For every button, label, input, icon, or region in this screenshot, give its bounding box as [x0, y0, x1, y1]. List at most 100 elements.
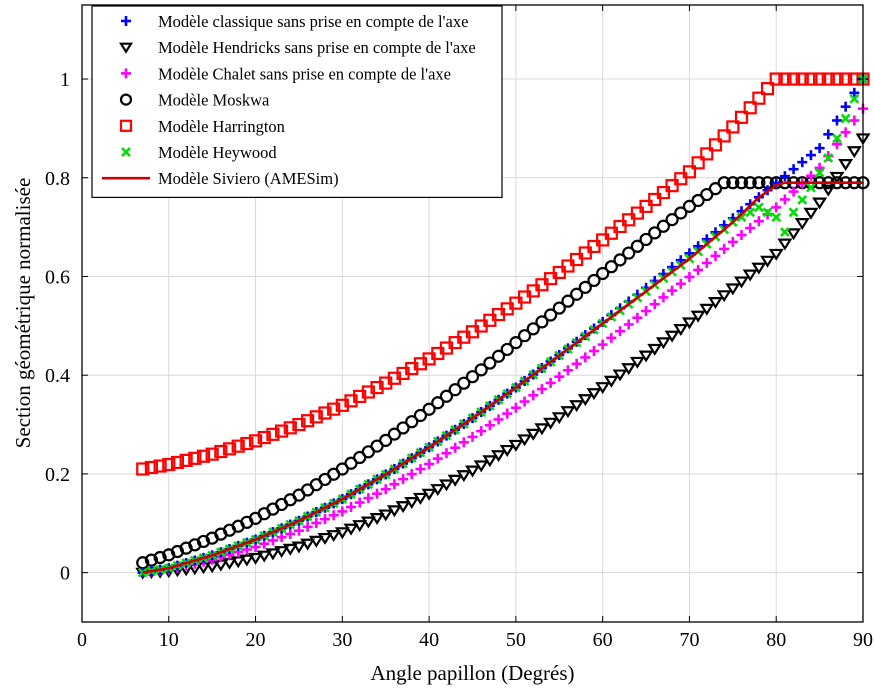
legend-marker [121, 68, 131, 79]
data-point [684, 248, 695, 259]
data-point [682, 199, 697, 213]
data-point [838, 158, 854, 171]
data-point [674, 206, 688, 220]
data-point [794, 218, 810, 230]
data-point [726, 176, 740, 190]
data-point [849, 87, 860, 98]
data-point [743, 101, 757, 115]
data-point [415, 464, 426, 475]
data-point [413, 408, 428, 423]
data-point [613, 219, 627, 234]
data-point [778, 72, 792, 86]
data-point [292, 417, 306, 432]
data-point [230, 556, 246, 569]
data-point [276, 532, 287, 543]
data-point [363, 493, 374, 504]
data-point [448, 383, 462, 397]
data-point [674, 172, 688, 186]
data-point [580, 352, 591, 363]
data-point [768, 248, 784, 261]
y-tick-label: 1 [60, 69, 70, 91]
data-point [372, 488, 383, 499]
data-point [561, 294, 575, 308]
data-point [681, 317, 697, 330]
x-tick-label: 20 [246, 629, 266, 651]
data-point [675, 278, 686, 289]
data-point [510, 402, 521, 413]
data-point [517, 329, 532, 343]
data-point [786, 228, 802, 241]
data-point [632, 312, 643, 323]
series-4 [136, 72, 870, 476]
series-6 [142, 181, 863, 574]
y-tick-label: 0.4 [45, 365, 70, 387]
data-point [813, 72, 827, 86]
data-point [665, 179, 679, 193]
legend-entry: Modèle Moskwa [119, 91, 270, 110]
data-point [603, 375, 619, 388]
data-point [484, 420, 495, 431]
data-point [526, 322, 540, 336]
data-point [830, 72, 844, 86]
data-point [491, 349, 506, 363]
data-point [552, 301, 566, 315]
x-tick-label: 60 [593, 629, 613, 651]
axes: 0 10 20 30 40 50 60 70 80 90 0 0.2 0.4 0.6 0.8 1 [45, 5, 873, 651]
data-point [638, 350, 654, 363]
data-point [282, 543, 298, 556]
data-point [240, 436, 254, 451]
data-point [300, 538, 316, 551]
data-point [519, 396, 530, 407]
data-point [821, 72, 835, 86]
data-point [502, 408, 513, 419]
data-point [630, 239, 644, 253]
data-point [405, 415, 419, 429]
data-point [814, 143, 825, 154]
data-point [595, 382, 611, 395]
data-point [317, 532, 333, 545]
data-point [439, 389, 454, 403]
data-point [222, 442, 237, 456]
data-point [639, 232, 653, 247]
data-point [797, 195, 808, 205]
data-point [499, 444, 515, 457]
data-point [777, 238, 793, 251]
data-point [360, 516, 376, 529]
data-point [700, 187, 714, 202]
data-point [753, 216, 764, 227]
data-point [380, 484, 391, 495]
data-point [606, 332, 617, 343]
legend-label: Modèle Heywood [158, 143, 277, 162]
data-point [622, 246, 636, 260]
data-point [179, 453, 193, 467]
data-point [447, 474, 463, 487]
data-point [458, 437, 469, 448]
data-point [465, 465, 480, 478]
x-axis-title: Angle papillon (Degrés) [370, 661, 574, 685]
data-point [656, 185, 671, 200]
data-point [302, 521, 313, 532]
data-point [389, 479, 400, 490]
data-point [144, 553, 159, 567]
data-point [849, 115, 860, 126]
legend-entry: Modèle Siviero (AMESim) [102, 169, 339, 188]
data-point [343, 523, 359, 536]
legend-marker [121, 16, 131, 26]
data-point [701, 257, 712, 268]
series-3 [136, 176, 870, 570]
data-point [450, 442, 461, 453]
data-point [849, 93, 860, 104]
data-point [265, 548, 281, 561]
y-tick-label: 0.2 [45, 464, 70, 486]
data-point [708, 138, 723, 152]
data-point [424, 459, 435, 470]
data-point [743, 176, 757, 190]
data-point [293, 525, 304, 536]
legend-entry: Modèle Hendricks sans prise en compte de… [119, 38, 476, 57]
data-point [387, 427, 401, 441]
data-point [422, 402, 436, 416]
data-point [536, 384, 547, 395]
data-point [805, 170, 816, 181]
data-point [441, 448, 452, 459]
data-point [136, 462, 150, 476]
